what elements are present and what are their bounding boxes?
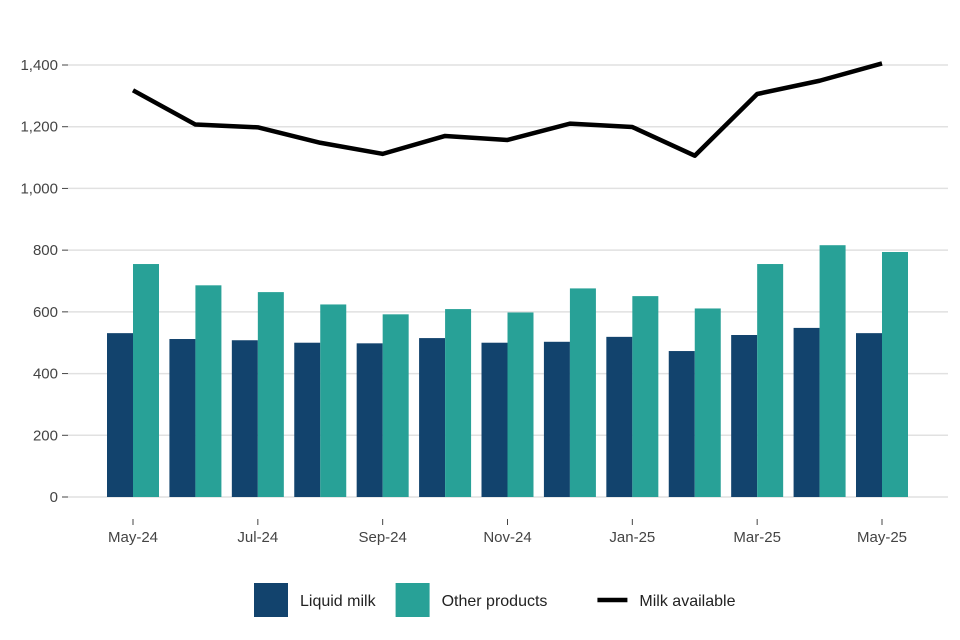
y-tick-label: 0	[50, 489, 58, 506]
legend-swatch-other-products	[395, 583, 430, 617]
bar-liquid-milk-jan-25	[606, 336, 633, 497]
y-tick-label: 1,400	[20, 57, 58, 74]
lines	[131, 61, 883, 158]
bar-liquid-milk-aug-24	[294, 342, 321, 497]
legend-label-liquid-milk: Liquid milk	[300, 593, 377, 610]
x-tick-label: Nov-24	[483, 529, 531, 546]
bars	[107, 245, 908, 497]
bar-liquid-milk-may-25	[856, 333, 882, 497]
bar-liquid-milk-dec-24	[543, 341, 570, 497]
x-tick-label: May-25	[857, 529, 907, 546]
x-tick-label: Mar-25	[733, 529, 781, 546]
x-tick-label: May-24	[108, 529, 158, 546]
bar-other-products-nov-24	[507, 312, 534, 497]
bar-other-products-may-24	[133, 264, 159, 497]
legend: Liquid milk Other products Milk available	[254, 583, 736, 617]
bar-other-products-apr-25	[819, 245, 846, 497]
x-tick-label: Sep-24	[358, 529, 406, 546]
bar-other-products-may-25	[882, 251, 908, 497]
bar-liquid-milk-nov-24	[481, 342, 508, 497]
legend-swatch-liquid-milk	[254, 583, 288, 617]
bar-liquid-milk-sep-24	[356, 343, 383, 497]
legend-label-milk-available: Milk available	[639, 593, 735, 610]
bar-other-products-feb-25	[694, 308, 721, 497]
bar-other-products-mar-25	[757, 264, 784, 497]
y-tick-label: 400	[33, 366, 58, 383]
axes: 0 200 400 600 800 1,000 1,200 1,400 May-24 Jul-24…	[20, 57, 907, 546]
bar-other-products-jan-25	[632, 296, 659, 497]
y-tick-label: 200	[33, 427, 58, 444]
y-tick-label: 600	[33, 304, 58, 321]
bar-other-products-oct-24	[445, 309, 472, 497]
bar-liquid-milk-may-24	[107, 333, 133, 497]
legend-label-other-products: Other products	[442, 593, 548, 610]
bar-other-products-jun-24	[195, 285, 222, 497]
bar-other-products-dec-24	[569, 288, 596, 497]
bar-liquid-milk-feb-25	[668, 351, 695, 497]
bar-liquid-milk-apr-25	[793, 327, 820, 497]
bar-liquid-milk-jul-24	[231, 340, 258, 497]
x-tick-label: Jul-24	[237, 529, 278, 546]
y-tick-label: 800	[33, 242, 58, 259]
bar-liquid-milk-mar-25	[731, 335, 758, 497]
y-tick-label: 1,200	[20, 119, 58, 136]
bar-other-products-sep-24	[382, 314, 409, 497]
bar-other-products-aug-24	[320, 304, 347, 497]
y-tick-label: 1,000	[20, 180, 58, 197]
bar-liquid-milk-oct-24	[419, 338, 446, 497]
bar-liquid-milk-jun-24	[169, 339, 196, 497]
line-milk-available	[131, 61, 883, 158]
bar-other-products-jul-24	[257, 292, 284, 497]
x-tick-label: Jan-25	[609, 529, 655, 546]
